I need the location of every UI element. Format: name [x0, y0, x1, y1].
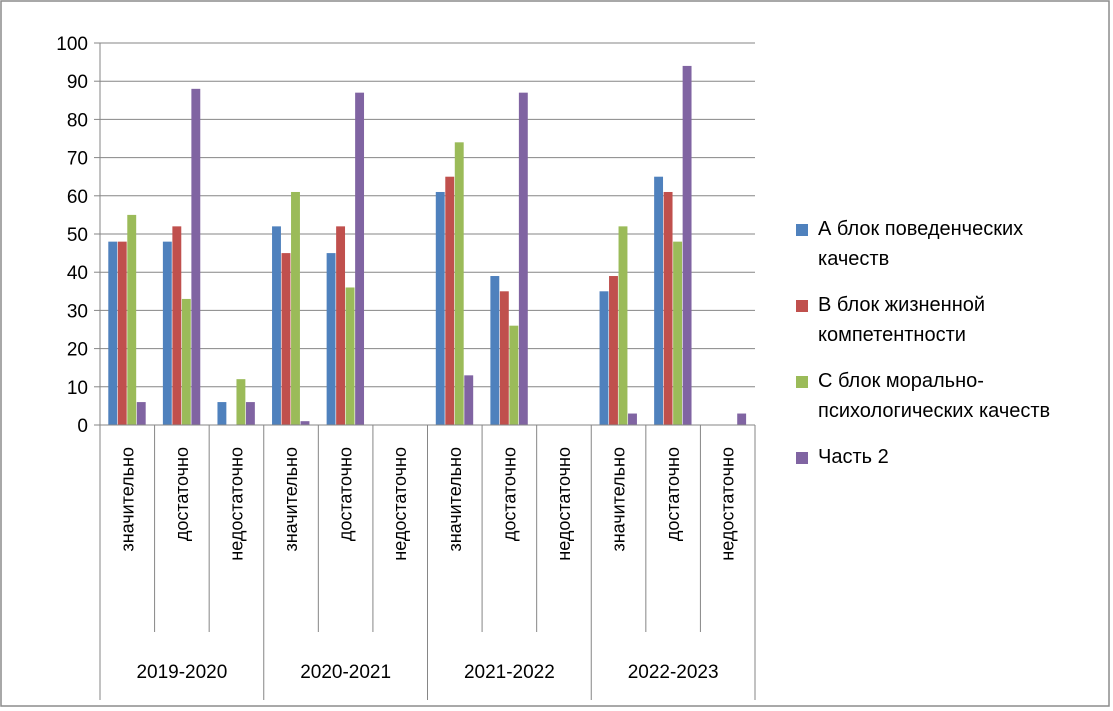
- gridlines: [100, 42, 755, 388]
- bar: [618, 226, 628, 425]
- y-tick-label: 60: [67, 187, 88, 208]
- axes: [94, 42, 756, 700]
- bar: [490, 276, 500, 425]
- bar: [445, 176, 455, 425]
- bar: [499, 291, 509, 425]
- bar: [518, 92, 528, 425]
- y-tick-label: 10: [67, 378, 88, 399]
- y-tick-label: 50: [67, 225, 88, 246]
- category-label: достаточно: [663, 447, 683, 541]
- bars: [108, 65, 747, 426]
- category-label: недостаточно: [718, 447, 738, 561]
- legend-label: психологических качеств: [818, 400, 1051, 422]
- legend-label: качеств: [818, 248, 890, 270]
- legend: А блок поведенческих качеств В блок жизнен…: [796, 214, 1106, 488]
- legend-item: С блок морально-психологических качеств: [796, 366, 1106, 426]
- bar: [345, 287, 355, 425]
- category-label: значительно: [117, 447, 137, 552]
- bar: [355, 92, 365, 425]
- category-label: недостаточно: [390, 447, 410, 561]
- bar: [435, 191, 445, 425]
- group-label: 2020-2021: [300, 662, 391, 683]
- category-label: недостаточно: [554, 447, 574, 561]
- y-tick-label: 100: [56, 34, 88, 55]
- bar: [136, 402, 146, 425]
- bar: [245, 402, 255, 425]
- bar: [628, 413, 637, 425]
- group-label: 2022-2023: [628, 662, 719, 683]
- legend-item: А блок поведенческих качеств: [796, 214, 1106, 274]
- bar: [272, 226, 281, 425]
- bar: [454, 142, 464, 425]
- y-tick-label: 40: [67, 263, 88, 284]
- y-tick-label: 20: [67, 340, 88, 361]
- bar: [663, 191, 673, 425]
- category-label: значительно: [445, 447, 465, 552]
- bar: [281, 253, 291, 425]
- legend-label: Часть 2: [818, 446, 889, 468]
- legend-item: В блок жизненной компетентности: [796, 290, 1106, 350]
- bar: [181, 298, 191, 425]
- legend-label: В блок жизненной: [818, 294, 986, 316]
- bar: [336, 226, 346, 425]
- category-label: достаточно: [336, 447, 356, 541]
- y-tick-label: 0: [77, 416, 88, 437]
- y-tick-label: 70: [67, 149, 88, 170]
- bar: [236, 379, 246, 425]
- category-label: значительно: [609, 447, 629, 552]
- bar: [464, 375, 474, 425]
- legend-label: А блок поведенческих: [818, 218, 1024, 240]
- category-label: достаточно: [499, 447, 519, 541]
- legend-swatch: [796, 300, 808, 312]
- bar: [108, 241, 118, 425]
- bar: [217, 402, 227, 425]
- y-tick-label: 30: [67, 301, 88, 322]
- legend-swatch: [796, 376, 808, 388]
- bar: [737, 413, 747, 425]
- bar: [191, 88, 201, 425]
- legend-swatch: [796, 224, 808, 236]
- category-label: достаточно: [172, 447, 192, 541]
- legend-swatch: [796, 452, 808, 464]
- bar: [682, 65, 692, 426]
- y-tick-label: 90: [67, 72, 88, 93]
- bar: [654, 176, 664, 425]
- bar: [326, 253, 336, 425]
- bar: [300, 421, 310, 425]
- category-label: недостаточно: [226, 447, 246, 561]
- group-label: 2021-2022: [464, 662, 555, 683]
- bar: [599, 291, 609, 425]
- group-label: 2019-2020: [136, 662, 227, 683]
- bar: [509, 325, 519, 425]
- legend-label: С блок морально-: [818, 370, 984, 392]
- category-label: значительно: [281, 447, 301, 552]
- bar: [172, 226, 182, 425]
- y-tick-label: 80: [67, 110, 88, 131]
- axis-labels: 0 10 20 30 40 50 60 70 80 90 100 значительно достато…: [56, 34, 737, 683]
- bar: [291, 191, 300, 425]
- legend-label: компетентности: [818, 324, 966, 346]
- legend-item: Часть 2: [796, 442, 1106, 472]
- bar: [673, 241, 683, 425]
- bar: [127, 214, 137, 425]
- bar: [162, 241, 172, 425]
- bar: [117, 241, 127, 425]
- bar: [609, 276, 618, 425]
